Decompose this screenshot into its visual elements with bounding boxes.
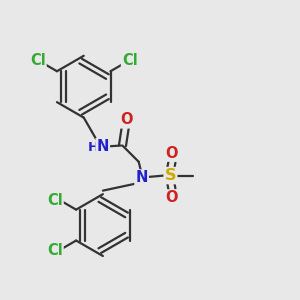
Text: O: O [121, 112, 133, 128]
Text: Cl: Cl [47, 193, 63, 208]
Text: H: H [88, 141, 98, 154]
Text: O: O [166, 146, 178, 161]
Text: O: O [166, 190, 178, 206]
Text: N: N [135, 170, 148, 185]
Text: Cl: Cl [122, 53, 138, 68]
Text: N: N [97, 139, 109, 154]
Text: S: S [165, 168, 176, 183]
Text: Cl: Cl [47, 244, 63, 259]
Text: Cl: Cl [30, 53, 46, 68]
